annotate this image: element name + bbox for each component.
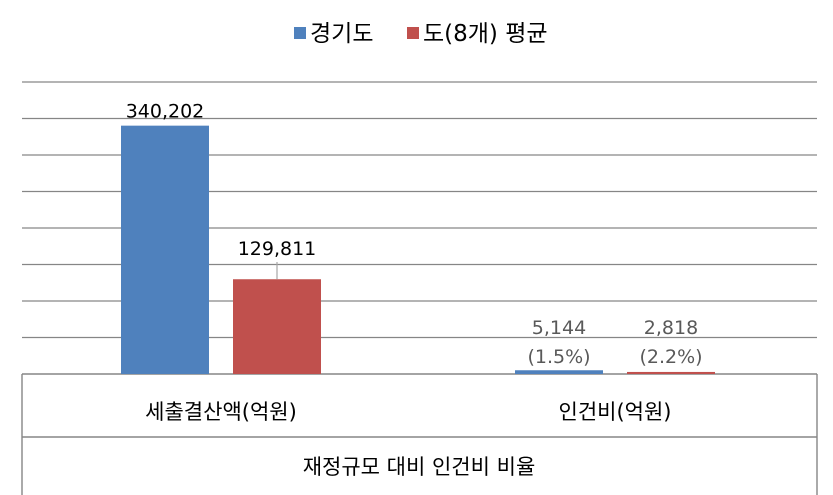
category-label: 인건비(억원) <box>559 400 672 424</box>
bar-gyeonggi-1 <box>515 370 603 374</box>
legend-swatch <box>294 27 306 39</box>
legend-swatch <box>407 27 419 39</box>
legend-label: 도(8개) 평균 <box>423 21 548 47</box>
data-label: 2,818 <box>644 317 698 339</box>
x-axis-title: 재정규모 대비 인건비 비율 <box>303 455 536 479</box>
data-label: 5,144 <box>532 317 586 339</box>
bar-avg-1 <box>627 371 715 374</box>
legend-label: 경기도 <box>310 21 373 47</box>
data-sublabel: (2.2%) <box>639 346 702 368</box>
bar-avg-0 <box>233 279 321 374</box>
bar-gyeonggi-0 <box>121 125 209 374</box>
category-label: 세출결산액(억원) <box>145 400 297 424</box>
data-label: 129,811 <box>238 238 317 260</box>
data-sublabel: (1.5%) <box>527 346 590 368</box>
data-label: 340,202 <box>126 101 205 123</box>
